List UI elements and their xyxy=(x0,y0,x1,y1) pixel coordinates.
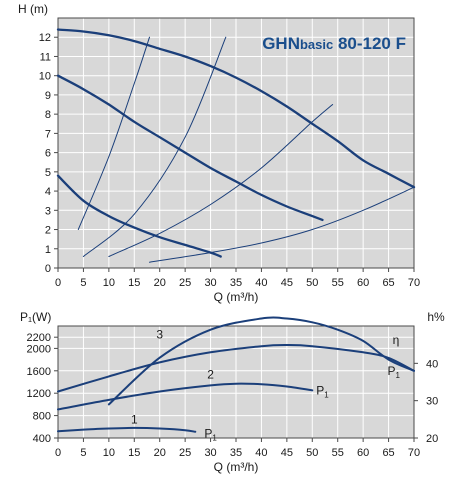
top-x-tick-label: 30 xyxy=(204,277,216,289)
bottom-x-tick-label: 55 xyxy=(332,447,344,459)
annotation-subscript: 1 xyxy=(396,371,401,380)
efficiency-curve xyxy=(107,316,415,406)
bottom-x-axis-label: Q (m³/h) xyxy=(214,460,259,474)
bottom-x-tick-label: 45 xyxy=(281,447,293,459)
bottom-y-tick-label: 400 xyxy=(33,433,51,445)
top-system-curve-3 xyxy=(77,36,150,230)
top-pump-curve-0 xyxy=(56,28,416,189)
top-x-axis-label: Q (m³/h) xyxy=(214,290,259,304)
bottom-y-tick-label: 1200 xyxy=(27,388,51,400)
annotation-text: P xyxy=(316,383,324,397)
top-x-tick-label: 65 xyxy=(382,277,394,289)
chart-title: GHNbasic 80-120 F xyxy=(262,34,406,53)
top-y-tick-label: 5 xyxy=(45,167,51,179)
top-y-tick-label: 4 xyxy=(45,186,51,198)
annotation-subscript: 1 xyxy=(212,434,217,443)
chart-title-tail: 80-120 F xyxy=(333,34,406,53)
bottom-x-tick-label: 60 xyxy=(357,447,369,459)
bottom-x-tick-label: 10 xyxy=(103,447,115,459)
top-x-tick-label: 25 xyxy=(179,277,191,289)
top-system-curve-4 xyxy=(82,36,227,257)
bottom-x-tick-label: 30 xyxy=(204,447,216,459)
bottom-y2-axis-label: h% xyxy=(427,310,445,324)
bottom-y-tick-label: 2000 xyxy=(27,343,51,355)
annotation-1: P1 xyxy=(387,364,400,380)
bottom-x-tick-label: 40 xyxy=(255,447,267,459)
top-plot-frame xyxy=(57,17,415,269)
curve-label-1: 1 xyxy=(131,412,138,426)
bottom-x-tick-label: 0 xyxy=(55,447,61,459)
top-x-tick-label: 35 xyxy=(230,277,242,289)
top-x-tick-label: 20 xyxy=(154,277,166,289)
bottom-plot-frame xyxy=(57,325,415,439)
top-y-tick-label: 12 xyxy=(39,32,51,44)
top-y-tick-label: 7 xyxy=(45,128,51,140)
top-y-tick-label: 1 xyxy=(45,244,51,256)
chart-title-small: basic xyxy=(300,37,333,52)
bottom-x-tick-label: 20 xyxy=(154,447,166,459)
annotation-3: η xyxy=(393,333,400,347)
bottom-x-tick-label: 65 xyxy=(382,447,394,459)
bottom-x-tick-label: 25 xyxy=(179,447,191,459)
top-pump-curve-2 xyxy=(56,174,222,258)
top-y-tick-label: 10 xyxy=(39,71,51,83)
top-x-tick-label: 10 xyxy=(103,277,115,289)
annotation-text: η xyxy=(393,333,400,347)
top-x-tick-label: 5 xyxy=(80,277,86,289)
bottom-x-tick-label: 70 xyxy=(408,447,420,459)
bottom-y2-tick-label: 20 xyxy=(426,433,438,445)
top-x-tick-label: 40 xyxy=(255,277,267,289)
annotation-0: P1 xyxy=(316,383,329,399)
top-x-tick-label: 15 xyxy=(128,277,140,289)
power-curve-1 xyxy=(57,426,197,433)
bottom-x-tick-label: 50 xyxy=(306,447,318,459)
top-x-tick-label: 50 xyxy=(306,277,318,289)
power-curve-3 xyxy=(57,343,415,393)
top-y-tick-label: 9 xyxy=(45,90,51,102)
top-x-tick-label: 0 xyxy=(55,277,61,289)
bottom-y-tick-label: 2200 xyxy=(27,332,51,344)
chart-title-main: GHN xyxy=(262,34,300,53)
top-y-tick-label: 6 xyxy=(45,148,51,160)
annotation-text: P xyxy=(387,364,395,378)
bottom-y2-tick-label: 40 xyxy=(426,358,438,370)
bottom-y-tick-label: 1600 xyxy=(27,366,51,378)
annotation-2: P1 xyxy=(204,427,217,443)
annotation-text: P xyxy=(204,427,212,441)
top-system-curve-6 xyxy=(149,186,415,263)
top-y-tick-label: 8 xyxy=(45,109,51,121)
annotation-subscript: 1 xyxy=(324,390,329,399)
bottom-x-tick-label: 15 xyxy=(128,447,140,459)
top-y-tick-label: 0 xyxy=(45,263,51,275)
top-x-tick-label: 45 xyxy=(281,277,293,289)
bottom-y-axis-label: P₁(W) xyxy=(20,310,51,324)
top-x-tick-label: 55 xyxy=(332,277,344,289)
bottom-y2-tick-label: 30 xyxy=(426,396,438,408)
curve-label-3: 3 xyxy=(156,327,163,341)
bottom-x-tick-label: 5 xyxy=(80,447,86,459)
top-y-tick-label: 11 xyxy=(40,51,51,63)
top-pump-curve-1 xyxy=(56,74,324,222)
bottom-y-tick-label: 800 xyxy=(33,411,51,423)
top-y-axis-label: H (m) xyxy=(18,2,48,16)
top-y-tick-label: 3 xyxy=(45,205,51,217)
bottom-x-tick-label: 35 xyxy=(230,447,242,459)
curve-label-2: 2 xyxy=(207,368,214,382)
top-x-tick-label: 70 xyxy=(408,277,420,289)
top-system-curve-5 xyxy=(108,104,334,257)
top-y-tick-label: 2 xyxy=(45,225,51,237)
top-x-tick-label: 60 xyxy=(357,277,369,289)
